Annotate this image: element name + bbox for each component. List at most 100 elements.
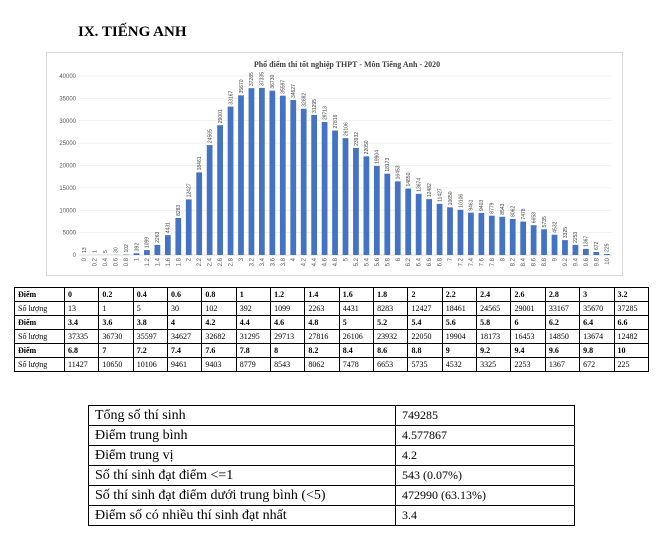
bar — [238, 95, 244, 255]
count-cell: 12427 — [407, 301, 443, 316]
bar-value-label: 19904 — [375, 150, 381, 164]
count-cell: 1099 — [270, 301, 306, 316]
bar-value-label: 9403 — [479, 200, 485, 211]
bar-value-label: 13 — [82, 247, 88, 253]
stat-label: Số thí sinh đạt điểm dưới trung bình (<5… — [88, 485, 396, 506]
stat-value: 3.4 — [395, 505, 575, 526]
count-cell: 10650 — [98, 357, 134, 372]
bar-value-label: 8062 — [511, 206, 517, 217]
bar — [405, 188, 412, 255]
stat-value: 4.2 — [395, 445, 575, 466]
score-row: Điểm 3.4 3.6 3.8 4 4.2 4.4 4.6 4.8 5 5.2 5.4 5.6 5.8 6… — [14, 315, 649, 330]
score-cell: 5 — [338, 315, 375, 330]
x-tick-label: 8.4 — [521, 257, 527, 266]
count-row: Số lượng 13 1 5 30 102 392 1099 2263 4431 8283 1242… — [14, 301, 649, 316]
score-cell: 9.2 — [476, 343, 512, 358]
x-tick-label: 2 — [187, 257, 193, 261]
score-row-label: Điểm — [14, 315, 65, 330]
bar — [206, 145, 213, 255]
x-tick-label: 4.8 — [333, 257, 339, 266]
count-cell: 26106 — [338, 329, 375, 344]
count-cell: 36730 — [98, 329, 134, 344]
score-cell: 7.4 — [167, 343, 203, 358]
score-cell: 6.6 — [613, 315, 649, 330]
bar-value-label: 2253 — [573, 232, 579, 243]
stat-row: Số thí sinh đạt điểm <=1 543 (0.07%) — [88, 465, 575, 486]
count-cell: 37335 — [63, 329, 100, 344]
x-tick-label: 4.4 — [312, 257, 318, 266]
count-row: Số lượng 37335 36730 35597 34627 32682 31295 29… — [14, 329, 649, 344]
count-cell: 35597 — [132, 329, 169, 344]
x-tick-label: 1.8 — [176, 257, 182, 266]
x-tick-label: 1.2 — [145, 257, 151, 266]
x-tick-label: 9.2 — [563, 257, 569, 266]
x-tick-label: 8.6 — [532, 257, 538, 266]
bar-value-label: 5735 — [542, 216, 548, 227]
stat-label: Tổng số thí sinh — [88, 405, 396, 426]
bar-value-label: 13674 — [416, 178, 422, 192]
bar-value-label: 102 — [124, 244, 130, 253]
score-cell: 7.2 — [132, 343, 169, 358]
count-cell: 14850 — [544, 329, 581, 344]
stat-value: 749285 — [395, 405, 575, 426]
count-cell: 12482 — [613, 329, 649, 344]
x-tick-label: 0.8 — [124, 257, 130, 266]
bar — [332, 130, 338, 255]
count-cell: 9461 — [167, 357, 203, 372]
score-cell: 1.4 — [304, 287, 340, 302]
bar — [269, 90, 276, 255]
bar — [290, 100, 297, 255]
stat-value: 4.577867 — [395, 425, 575, 446]
score-row: Điểm 0 0.2 0.4 0.6 0.8 1 1.2 1.4 1.6 1.8 2 2.2 2.4 2.6… — [14, 287, 649, 302]
x-tick-label: 3.6 — [270, 257, 276, 266]
score-cell: 2.8 — [544, 287, 581, 302]
score-row-label: Điểm — [14, 287, 65, 302]
y-tick-label: 15000 — [59, 186, 76, 192]
count-cell: 3325 — [476, 357, 512, 372]
score-cell: 1.2 — [270, 287, 306, 302]
bar-value-label: 27816 — [333, 114, 339, 128]
count-cell: 19904 — [441, 329, 478, 344]
count-cell: 22050 — [407, 329, 443, 344]
score-cell: 5.6 — [441, 315, 478, 330]
score-distribution-table: Điểm 0 0.2 0.4 0.6 0.8 1 1.2 1.4 1.6 1.8 2 2.2 2.4 2.6… — [14, 287, 649, 372]
x-tick-label: 0.6 — [114, 257, 120, 266]
bar-value-label: 18461 — [197, 156, 203, 170]
bar-value-label: 35597 — [281, 80, 287, 94]
x-tick-label: 6.4 — [417, 257, 423, 266]
bar — [394, 181, 401, 255]
bar-value-label: 6653 — [531, 212, 537, 223]
score-cell: 5.4 — [407, 315, 443, 330]
count-cell: 4532 — [441, 357, 478, 372]
bar — [468, 212, 474, 255]
bar-value-label: 672 — [594, 241, 600, 250]
count-cell: 8779 — [235, 357, 272, 372]
stat-label: Điểm trung bình — [88, 425, 396, 446]
stat-label: Điểm trung vị — [88, 445, 396, 466]
count-cell: 18461 — [441, 301, 478, 316]
x-tick-label: 2.6 — [218, 257, 224, 266]
count-cell: 102 — [201, 301, 237, 316]
score-cell: 8 — [270, 343, 306, 358]
bar-value-label: 8283 — [176, 205, 182, 216]
bar-value-label: 37285 — [249, 72, 255, 86]
count-cell: 225 — [613, 357, 649, 372]
x-tick-label: 5.4 — [364, 257, 370, 266]
score-cell: 10 — [613, 343, 649, 358]
x-tick-label: 2.2 — [197, 257, 203, 266]
count-cell: 24565 — [476, 301, 512, 316]
count-cell: 27816 — [304, 329, 340, 344]
stat-value: 543 (0.07%) — [395, 465, 575, 486]
score-cell: 5.8 — [476, 315, 512, 330]
count-cell: 11427 — [63, 357, 100, 372]
bar-value-label: 31295 — [312, 99, 318, 113]
bar — [353, 147, 359, 255]
bar-value-label: 37335 — [260, 72, 266, 86]
bar-value-label: 24565 — [207, 129, 213, 143]
bar — [321, 122, 328, 255]
bar-value-label: 392 — [134, 243, 140, 252]
stat-row: Điểm trung bình 4.577867 — [88, 425, 575, 446]
bar — [499, 216, 506, 255]
score-cell: 1.6 — [338, 287, 375, 302]
chart-title: Phổ điểm thi tốt nghiệp THPT - Môn Tiếng… — [254, 60, 440, 69]
